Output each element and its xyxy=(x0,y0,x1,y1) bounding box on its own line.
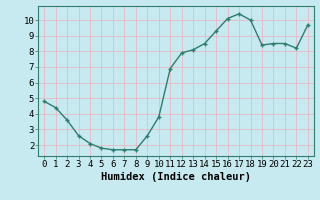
X-axis label: Humidex (Indice chaleur): Humidex (Indice chaleur) xyxy=(101,172,251,182)
